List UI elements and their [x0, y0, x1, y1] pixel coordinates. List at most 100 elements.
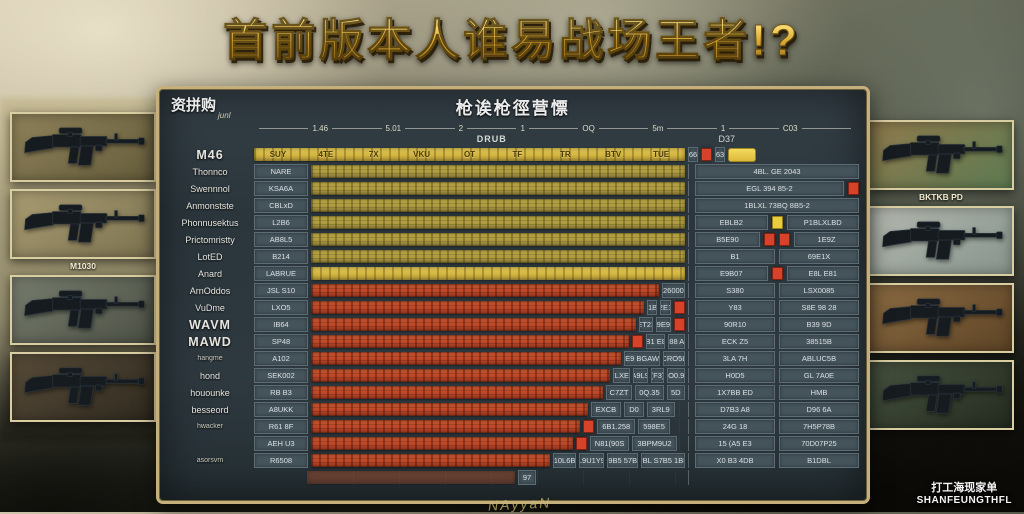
- value-chip: EXCB: [590, 402, 622, 417]
- value-chip: E8L E81: [786, 266, 859, 281]
- ruler-line: [729, 127, 779, 129]
- panel-header-left-suffix: junl: [218, 111, 231, 120]
- value-chip: B1: [695, 249, 775, 264]
- ruler-tick: 1: [520, 123, 525, 133]
- table-row: Thonnco NARE 4BL. GE 2043: [169, 164, 859, 179]
- value-chip: S380: [695, 283, 775, 298]
- ruler-line: [405, 127, 455, 129]
- bar-cell: VKU: [413, 150, 431, 159]
- row-key-chip: JSL S10: [254, 283, 308, 298]
- weapon-panel-column-left: M1030: [10, 112, 156, 422]
- value-chip: E3E9 BGAW1X: [624, 351, 660, 366]
- bar-track: [311, 181, 685, 196]
- row-label: hond: [199, 370, 221, 381]
- value-chip: B1DBL: [779, 453, 859, 468]
- value-chip: E9B07: [695, 266, 768, 281]
- value-chip: 70D07P25: [779, 436, 859, 451]
- red-marker: [583, 420, 595, 433]
- yellow-marker: [771, 216, 783, 229]
- bar-cell: SUY: [269, 150, 287, 159]
- rifle-icon: [19, 287, 147, 333]
- value-chip: D0: [624, 402, 644, 417]
- bar-track: [311, 266, 685, 281]
- ruler-line: [528, 127, 579, 129]
- stats-panel: 资拼购 junl 枪诶枪徑营慓 1.46 5.01 2 1 OQ 5m 1 C03 DRUB …: [156, 86, 870, 504]
- stat-bar: [311, 403, 588, 416]
- stat-bar: [311, 233, 685, 246]
- ruler-tick: 5m: [652, 123, 664, 133]
- row-values: 1BLXL 73BQ 8B5-2: [688, 198, 859, 213]
- table-row: hondSEK002ELXE3A9L9(F3)CO0.9DH0D5GL 7A0E: [169, 368, 859, 383]
- value-chip: 10L6B: [553, 453, 576, 468]
- weapon-image-frame: [868, 283, 1014, 353]
- panel-header-left: 资拼购: [171, 97, 217, 114]
- value-chip: (F3): [650, 368, 665, 383]
- table-row: AEH U3 N81(90S 3BPM9U2 15 (A5 E3 70D07P25: [169, 436, 859, 451]
- bar-cell: OT: [463, 150, 476, 159]
- value-chip: 90R10: [695, 317, 775, 332]
- row-key-chip: B214: [254, 249, 308, 264]
- bar-track: [311, 164, 685, 179]
- row-key-chip: SEK002: [254, 368, 308, 383]
- panel-header: 资拼购 junl 枪诶枪徑营慓: [159, 89, 867, 120]
- value-chip: H0D5: [695, 368, 775, 383]
- value-chip: EBLB2: [695, 215, 768, 230]
- value-chip: LSX0085: [779, 283, 859, 298]
- row-key-chip: SP48: [254, 334, 308, 349]
- bar-track: E3E9 BGAW1XCRO5L: [311, 351, 685, 366]
- value-chip: 38515B: [779, 334, 859, 349]
- weapon-image-frame: [10, 189, 156, 259]
- red-marker: [631, 335, 643, 348]
- bar-track: SUY 4TE 7X VKU OT TF TR BTV TUE 4662 63: [254, 147, 756, 162]
- rifle-icon: [19, 364, 147, 410]
- row-values: EBLB2 P1BLXLBD: [688, 215, 859, 230]
- red-marker: [848, 182, 859, 195]
- value-chip: 6B1.258: [597, 419, 636, 434]
- value-chip: 24G 18: [695, 419, 775, 434]
- table-row: M46 SUY 4TE 7X VKU OT TF TR BTV TUE 4662 63: [169, 147, 859, 162]
- table-row: LotED B214 B1 69E1X: [169, 249, 859, 264]
- value-chip: D96 6A: [779, 402, 859, 417]
- row-values: X0 B3 4DB B1DBL: [688, 453, 859, 468]
- stat-bar: [311, 318, 637, 331]
- row-key-chip: LABRUE: [254, 266, 308, 281]
- row-values: [688, 470, 859, 485]
- value-chip: 3BPM9U2: [632, 436, 677, 451]
- stat-bar: [311, 420, 581, 433]
- row-label: Anard: [197, 268, 223, 279]
- sub-header: DRUB D37: [159, 134, 867, 147]
- ruler-tick: C03: [782, 123, 798, 133]
- weapon-image-frame: [10, 112, 156, 182]
- bar-track: C7ZT 0Q.35 5D: [311, 385, 686, 400]
- row-key-chip: AEH U3: [254, 436, 308, 451]
- bar-track: EXCB D0 3RL9: [311, 402, 685, 417]
- rows: M46 SUY 4TE 7X VKU OT TF TR BTV TUE 4662 63 Thonnco N…: [169, 147, 859, 493]
- bar-cell: TR: [559, 150, 571, 159]
- weapon-panel-column-right: BKTKB PD: [868, 120, 1014, 430]
- table-row: WAVMIB64ET23B9E9D90R10B39 9D: [169, 317, 859, 332]
- value-chip: S2E1D: [660, 300, 671, 315]
- bar-track: [311, 215, 685, 230]
- ruler-axis: 1.46 5.01 2 1 OQ 5m 1 C03: [259, 122, 851, 134]
- row-key-chip: LXO5: [254, 300, 308, 315]
- stat-bar: [311, 284, 659, 297]
- stat-bar: [307, 471, 515, 484]
- sub-header-center: DRUB: [476, 134, 507, 144]
- row-values: D7B3 A8 D96 6A: [688, 402, 859, 417]
- row-values: EGL 394 85-2: [688, 181, 859, 196]
- row-values: S380 LSX0085: [688, 283, 859, 298]
- row-key-chip: AB8L5: [254, 232, 308, 247]
- bar-cell: BTV: [605, 150, 622, 159]
- value-chip: 4BL. GE 2043: [695, 164, 859, 179]
- row-key-chip: R6508: [254, 453, 308, 468]
- row-label: Anmonstste: [186, 200, 234, 211]
- weapon-caption: BKTKB PD: [919, 192, 963, 202]
- value-chip: 598E5: [638, 419, 670, 434]
- bar-cell: 7X: [368, 150, 379, 159]
- bar-track: ET23B9E9D: [311, 317, 685, 332]
- bar-track: 97: [307, 470, 685, 485]
- value-chip: 1260003: [661, 283, 685, 298]
- ruler-tick: 1.46: [312, 123, 329, 133]
- table-row: Anard LABRUE E9B07 E8L E81: [169, 266, 859, 281]
- rifle-icon: [877, 218, 1005, 264]
